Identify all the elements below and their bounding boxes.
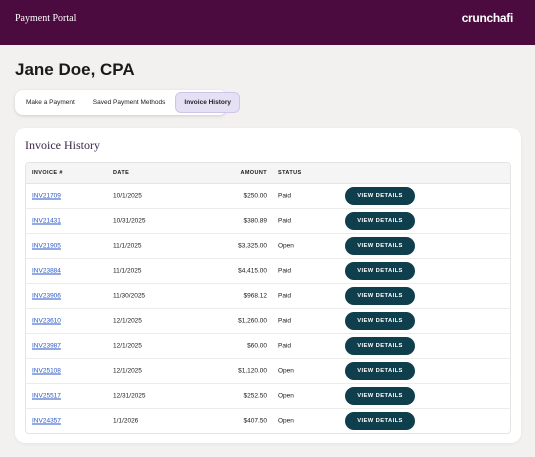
table-row: INV25517 12/31/2025 $252.50 Open VIEW DETAIL…: [26, 384, 510, 409]
invoice-status: Open: [278, 417, 294, 425]
table-row: INV21709 10/1/2025 $250.00 Paid VIEW DETAILS: [26, 184, 510, 209]
tab[interactable]: Make a Payment: [26, 99, 75, 106]
tab[interactable]: Saved Payment Methods: [92, 99, 166, 106]
invoice-card: Invoice History INVOICE # DATE AMOUNT STATU…: [15, 128, 521, 443]
invoice-link[interactable]: INV21709: [32, 192, 61, 200]
invoice-table: INVOICE # DATE AMOUNT STATUS INV21709 10/1/2…: [25, 162, 511, 434]
table-header: INVOICE # DATE AMOUNT STATUS: [26, 163, 510, 184]
invoice-date: 12/1/2025: [113, 342, 142, 350]
invoice-date: 1/1/2026: [113, 417, 139, 425]
invoice-amount: $250.00: [243, 192, 268, 200]
view-details-button[interactable]: VIEW DETAILS: [345, 287, 415, 305]
invoice-link[interactable]: INV24357: [32, 417, 61, 425]
invoice-link[interactable]: INV25517: [32, 392, 61, 400]
client-name: Jane Doe, CPA: [15, 60, 135, 79]
invoice-link[interactable]: INV23610: [32, 317, 61, 325]
invoice-amount: $60.00: [247, 342, 267, 350]
view-details-button[interactable]: VIEW DETAILS: [345, 237, 415, 255]
view-details-button[interactable]: VIEW DETAILS: [345, 312, 415, 330]
view-details-button[interactable]: VIEW DETAILS: [345, 337, 415, 355]
invoice-link[interactable]: INV23906: [32, 292, 61, 300]
invoice-date: 10/1/2025: [113, 192, 142, 200]
table-row: INV23610 12/1/2025 $1,260.00 Paid VIEW DETAI…: [26, 309, 510, 334]
column-header: INVOICE #: [32, 170, 63, 176]
tab[interactable]: Invoice History: [175, 92, 241, 113]
table-row: INV24357 1/1/2026 $407.50 Open VIEW DETAILS: [26, 409, 510, 433]
view-details-button[interactable]: VIEW DETAILS: [345, 262, 415, 280]
invoice-status: Paid: [278, 342, 292, 350]
tab-bar: Make a Payment Saved Payment Methods Invoi…: [15, 90, 241, 115]
invoice-status: Open: [278, 242, 294, 250]
invoice-link[interactable]: INV23884: [32, 267, 61, 275]
invoice-amount: $380.89: [243, 217, 268, 225]
invoice-status: Paid: [278, 267, 292, 275]
invoice-amount: $252.50: [243, 392, 268, 400]
invoice-amount: $1,120.00: [238, 367, 267, 375]
invoice-date: 11/1/2025: [113, 267, 142, 275]
view-details-button[interactable]: VIEW DETAILS: [345, 412, 415, 430]
header: Payment Portal crunchafi: [0, 0, 535, 45]
invoice-amount: $407.50: [243, 417, 268, 425]
invoice-status: Open: [278, 367, 294, 375]
invoice-date: 12/1/2025: [113, 367, 142, 375]
invoice-status: Paid: [278, 192, 292, 200]
card-title: Invoice History: [25, 138, 100, 152]
invoice-status: Paid: [278, 217, 292, 225]
invoice-amount: $3,325.00: [238, 242, 267, 250]
invoice-date: 12/31/2025: [113, 392, 146, 400]
invoice-status: Open: [278, 392, 294, 400]
column-header: DATE: [113, 170, 130, 176]
table-row: INV21431 10/31/2025 $380.89 Paid VIEW DETAIL…: [26, 209, 510, 234]
invoice-amount: $4,415.00: [238, 267, 267, 275]
table-row: INV23906 11/30/2025 $968.12 Paid VIEW DETAIL…: [26, 284, 510, 309]
view-details-button[interactable]: VIEW DETAILS: [345, 362, 415, 380]
invoice-date: 11/1/2025: [113, 242, 142, 250]
table-row: INV21905 11/1/2025 $3,325.00 Open VIEW DETAI…: [26, 234, 510, 259]
invoice-amount: $968.12: [243, 292, 268, 300]
view-details-button[interactable]: VIEW DETAILS: [345, 187, 415, 205]
invoice-status: Paid: [278, 317, 292, 325]
invoice-date: 12/1/2025: [113, 317, 142, 325]
header-title: Payment Portal: [15, 13, 77, 24]
view-details-button[interactable]: VIEW DETAILS: [345, 387, 415, 405]
invoice-status: Paid: [278, 292, 292, 300]
table-row: INV23987 12/1/2025 $60.00 Paid VIEW DETAILS: [26, 334, 510, 359]
view-details-button[interactable]: VIEW DETAILS: [345, 212, 415, 230]
invoice-date: 10/31/2025: [113, 217, 146, 225]
column-header: AMOUNT: [240, 170, 267, 176]
invoice-date: 11/30/2025: [113, 292, 146, 300]
column-header: STATUS: [278, 170, 302, 176]
invoice-amount: $1,260.00: [238, 317, 267, 325]
table-row: INV25108 12/1/2025 $1,120.00 Open VIEW DETAI…: [26, 359, 510, 384]
logo[interactable]: crunchafi: [461, 11, 514, 25]
invoice-link[interactable]: INV25108: [32, 367, 61, 375]
invoice-link[interactable]: INV21905: [32, 242, 61, 250]
invoice-link[interactable]: INV21431: [32, 217, 61, 225]
invoice-link[interactable]: INV23987: [32, 342, 61, 350]
table-row: INV23884 11/1/2025 $4,415.00 Paid VIEW DETAI…: [26, 259, 510, 284]
